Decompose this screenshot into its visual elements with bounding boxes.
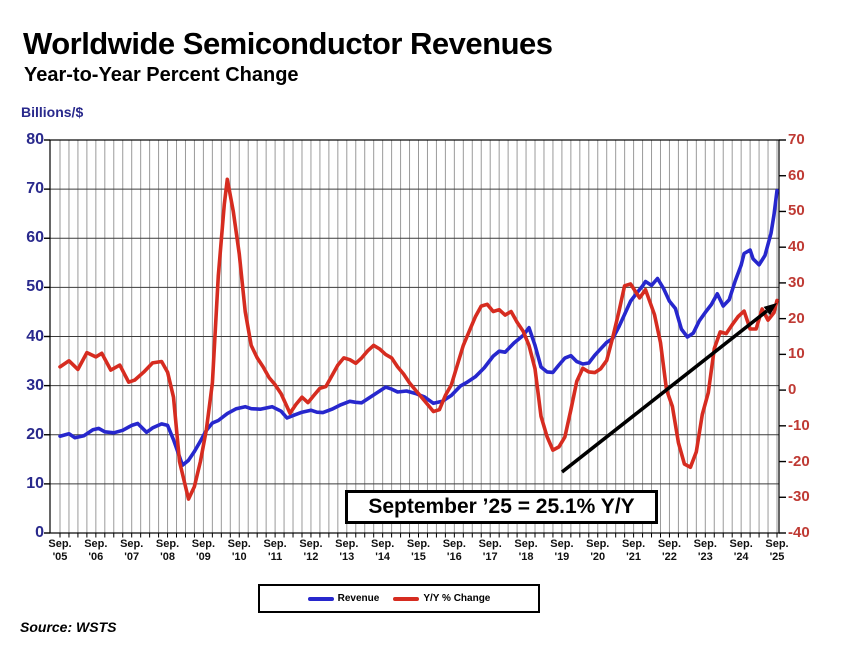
y-right-tick-label: 0 [788,381,797,399]
y-left-tick-label: 50 [26,278,44,296]
y-left-tick-label: 40 [26,327,44,345]
x-tick-label: Sep. '22 [657,538,682,563]
y-right-tick-label: 60 [788,166,805,184]
y-right-tick-label: -40 [788,524,810,541]
x-tick-label: Sep. '18 [514,538,538,563]
y-left-tick-label: 10 [26,474,44,492]
y-right-tick-label: -10 [788,416,810,434]
source-note: Source: WSTS [20,619,117,635]
y-left-axis-title: Billions/$ [21,104,84,120]
legend-label-yoy: Y/Y % Change [423,593,491,604]
y-right-tick-label: 10 [788,345,805,363]
y-right-tick-label: 20 [788,309,805,327]
annotation-callout: September ’25 = 25.1% Y/Y [345,490,658,524]
x-tick-label: Sep. '13 [335,538,359,563]
y-left-tick-label: 30 [26,376,44,394]
revenue-line-swatch [307,596,334,601]
x-tick-label: Sep. '07 [120,538,144,563]
annotation-arrow-shaft [560,309,768,474]
y-left-tick-label: 0 [35,524,44,541]
y-right-tick-label: 30 [788,273,805,291]
x-tick-label: Sep. '17 [478,538,502,563]
legend-item-yoy: Y/Y % Change [393,593,490,604]
x-tick-label: Sep. '14 [371,538,395,563]
y-left-tick-label: 60 [26,229,44,247]
x-tick-label: Sep. '20 [586,538,610,563]
x-tick-label: Sep. '12 [299,538,323,563]
y-right-tick-label: 70 [788,131,805,148]
page-subtitle: Year-to-Year Percent Change [24,64,299,86]
x-tick-label: Sep. '24 [729,538,753,563]
x-tick-label: Sep. '25 [765,538,789,563]
y-right-tick-label: 50 [788,202,805,220]
page-title: Worldwide Semiconductor Revenues [23,26,553,61]
x-tick-label: Sep. '06 [84,538,108,563]
x-tick-label: Sep. '21 [621,538,646,563]
x-tick-label: Sep. '09 [191,538,215,563]
yoy-line-swatch [393,596,420,601]
annotation-arrow-head [763,303,777,316]
x-tick-label: Sep. '08 [155,538,180,563]
legend-label-revenue: Revenue [337,593,380,604]
y-left-tick-label: 80 [26,131,44,148]
y-right-tick-label: -20 [788,452,810,470]
x-tick-label: Sep. '10 [227,538,251,563]
x-tick-label: Sep. '15 [406,538,431,563]
y-right-tick-label: 40 [788,238,805,256]
y-left-tick-label: 20 [26,425,44,443]
x-tick-label: Sep. '11 [263,538,287,563]
x-tick-label: Sep. '23 [693,538,717,563]
legend-item-revenue: Revenue [307,593,380,604]
x-tick-label: Sep. '05 [48,538,72,563]
annotation-text: September ’25 = 25.1% Y/Y [368,495,635,518]
legend: Revenue Y/Y % Change [258,584,540,613]
y-left-tick-label: 70 [26,180,44,198]
y-right-tick-label: -30 [788,488,810,506]
revenue-line [58,188,779,468]
x-tick-label: Sep. '16 [442,538,466,563]
x-tick-label: Sep. '19 [550,538,574,563]
